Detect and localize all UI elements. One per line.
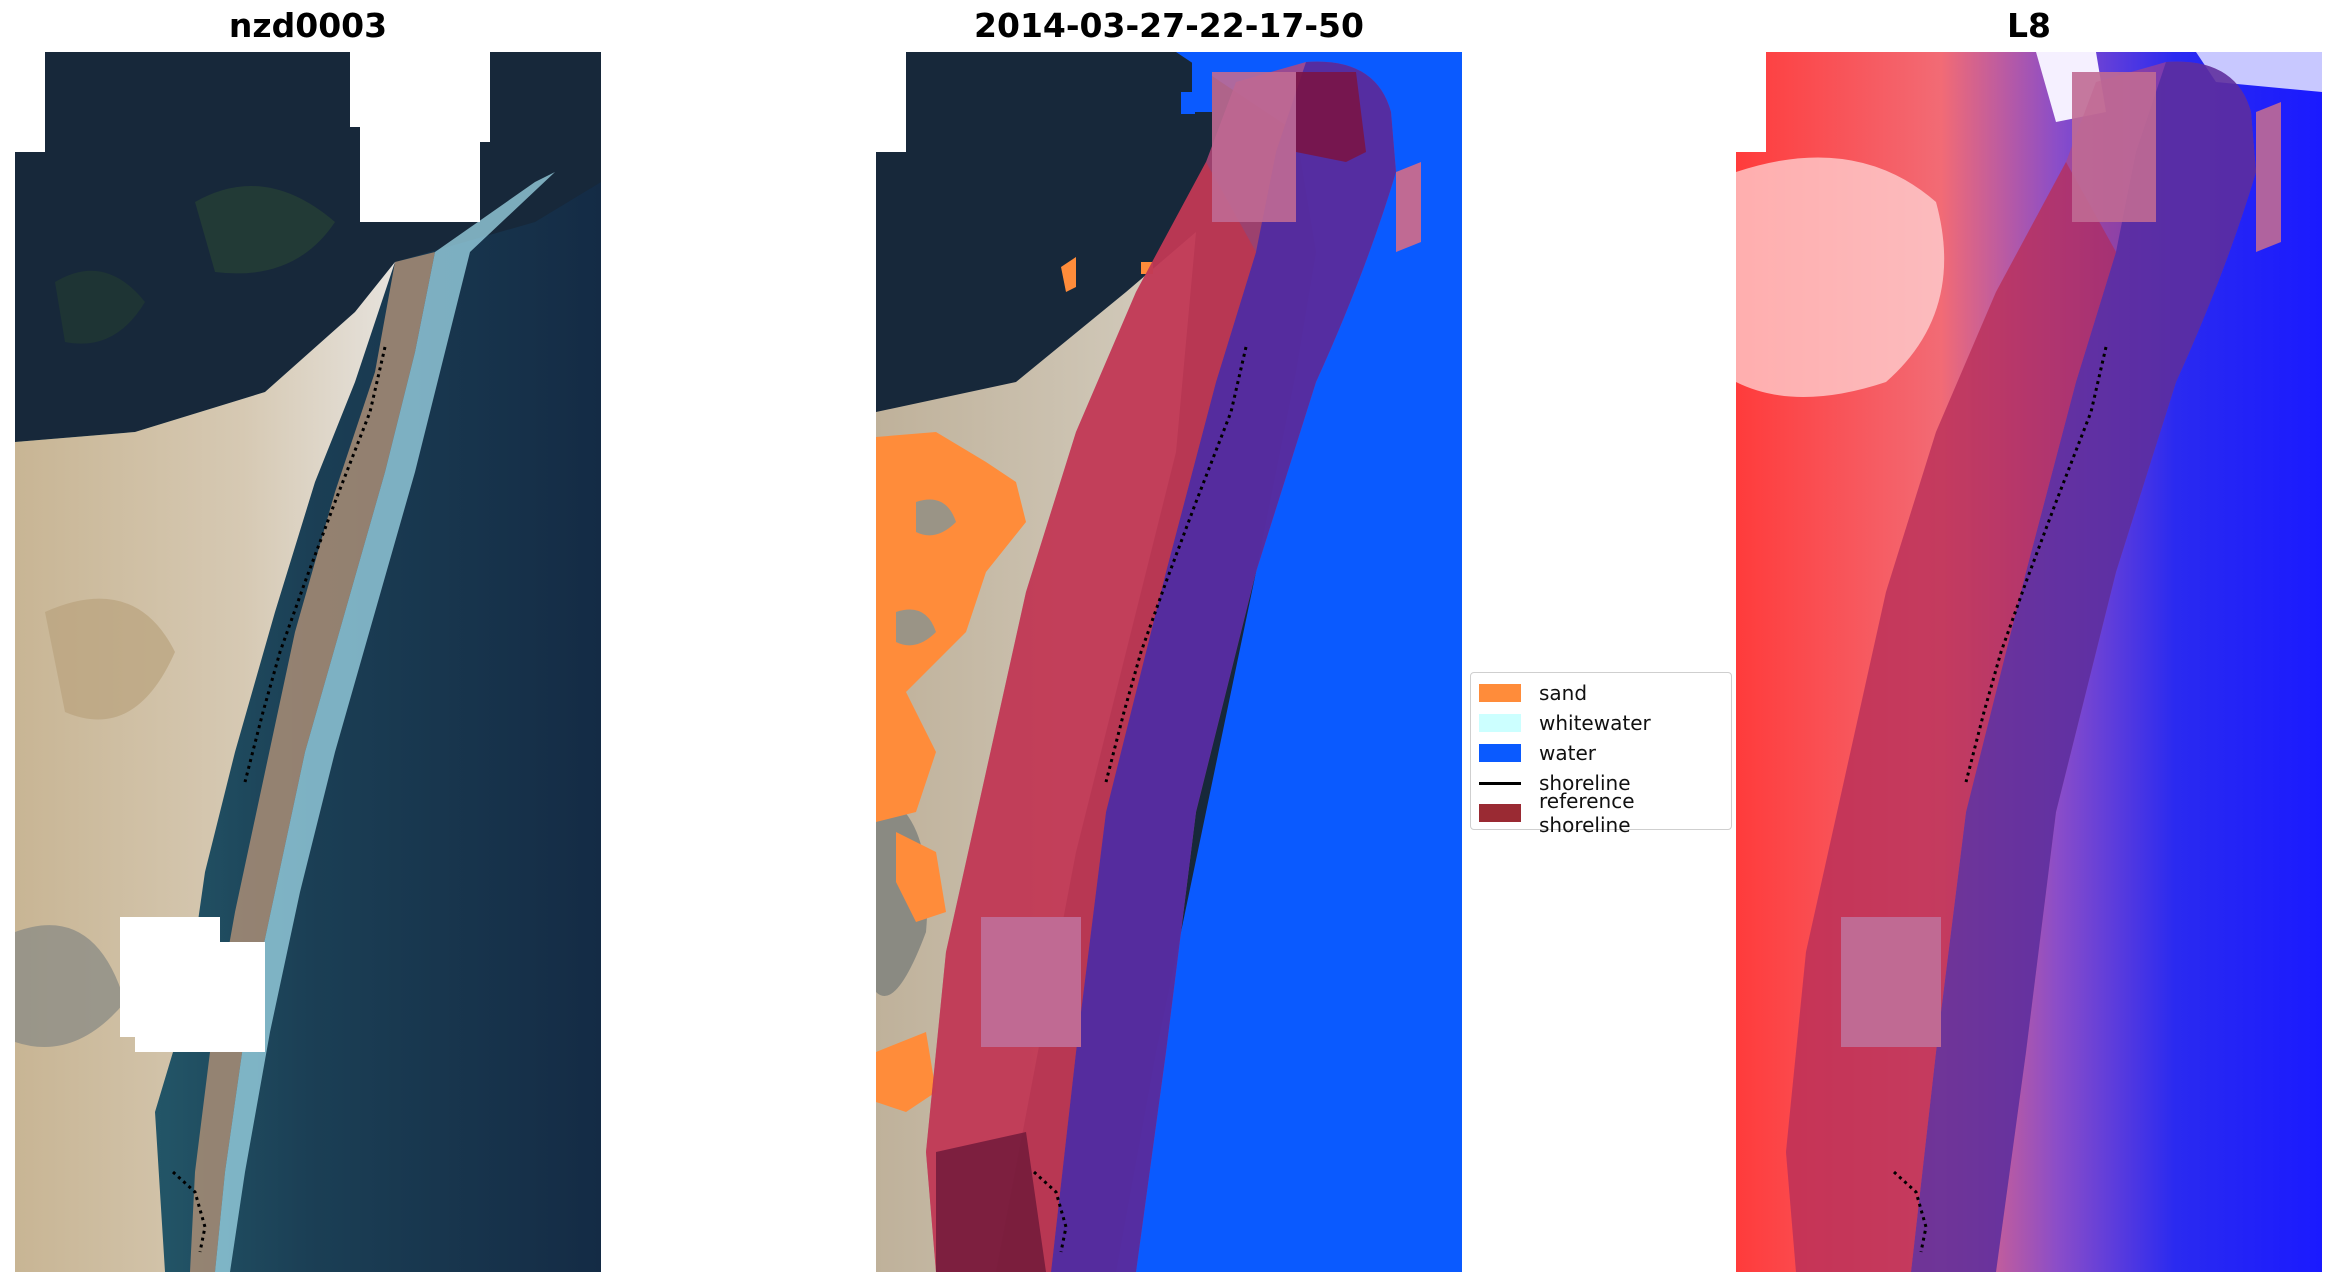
classified-image bbox=[876, 52, 1462, 1272]
legend-label: reference shoreline bbox=[1539, 789, 1635, 837]
legend-item-reference-shoreline: reference shoreline bbox=[1479, 789, 1731, 837]
whitewater-swatch bbox=[1479, 714, 1521, 732]
shoreline-line-swatch bbox=[1479, 781, 1521, 785]
panel-title-rgb: nzd0003 bbox=[228, 6, 388, 45]
water-swatch bbox=[1479, 744, 1521, 762]
reference-shoreline-swatch bbox=[1479, 804, 1521, 822]
legend-item-water: water bbox=[1479, 740, 1596, 766]
legend-label: whitewater bbox=[1539, 711, 1651, 735]
rgb-satellite-image bbox=[15, 52, 601, 1272]
sand-swatch bbox=[1479, 684, 1521, 702]
legend-item-whitewater: whitewater bbox=[1479, 710, 1651, 736]
panel-title-index: L8 bbox=[2007, 6, 2051, 45]
legend-item-sand: sand bbox=[1479, 680, 1587, 706]
index-image bbox=[1736, 52, 2322, 1272]
legend: sand whitewater water shoreline referenc… bbox=[1470, 672, 1732, 837]
legend-item-shoreline: shoreline bbox=[1479, 770, 1631, 796]
legend-label: sand bbox=[1539, 681, 1588, 705]
panel-title-classified: 2014-03-27-22-17-50 bbox=[974, 6, 1364, 45]
legend-label: shoreline bbox=[1539, 771, 1631, 795]
legend-label: water bbox=[1539, 741, 1596, 765]
